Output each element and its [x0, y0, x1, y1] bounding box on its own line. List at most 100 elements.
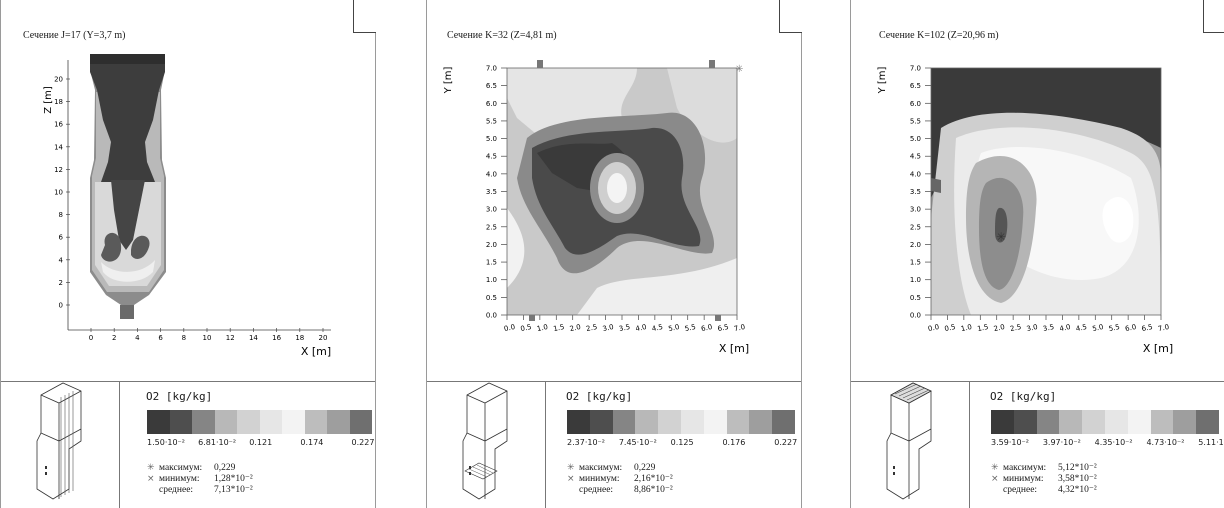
- tick-label: 6.0: [486, 100, 497, 108]
- colorbar-swatch: [304, 410, 327, 434]
- contour-field: ✳: [930, 67, 1162, 316]
- tick-label: 4.0: [910, 170, 921, 178]
- tick-label: 5.5: [1108, 323, 1121, 333]
- tick-label: 5.0: [910, 135, 921, 143]
- tick-label: 8: [182, 334, 186, 342]
- colorbar-swatch: [703, 410, 727, 434]
- tick-label: 4.5: [1075, 323, 1088, 333]
- tick-label: 7.0: [910, 65, 921, 73]
- colorbar-swatch: [680, 410, 704, 434]
- tick-label: 3.0: [910, 206, 921, 214]
- tick-label: 3.0: [1026, 323, 1039, 333]
- asterisk-icon: ✳: [567, 463, 575, 473]
- tick-label: 7.0: [486, 65, 497, 73]
- tick-label: 5.5: [486, 117, 497, 125]
- contour-field: ✳: [506, 60, 743, 321]
- variable-label: O2 [kg/kg]: [990, 390, 1057, 403]
- tick-label: 1.5: [553, 323, 566, 333]
- colorbar-tick-label: 2.37·10⁻²: [567, 438, 605, 447]
- divider: [851, 381, 1224, 382]
- colorbar-swatch: [1082, 410, 1105, 434]
- colorbar-swatch: [1150, 410, 1174, 434]
- colorbar: [147, 410, 372, 434]
- tick-label: 0.0: [910, 312, 921, 320]
- tick-label: 0.5: [944, 323, 957, 333]
- panel-section-k102: Сечение K=102 (Z=20,96 m) 0.0 0.5 1.0 1.5 2.…: [850, 0, 1224, 508]
- panel-title: Сечение K=102 (Z=20,96 m): [879, 30, 999, 41]
- cross-icon: ×: [567, 474, 575, 484]
- tick-label: 3.5: [486, 188, 497, 196]
- tick-label: 5.0: [668, 323, 681, 333]
- panel-section-k32: Сечение K=32 (Z=4,81 m) 0.0 0.5 1.0 1.5 2.0 2…: [426, 0, 802, 508]
- svg-text:✳: ✳: [996, 230, 1006, 244]
- variable-label: O2 [kg/kg]: [146, 390, 213, 403]
- colorbar-swatch: [1013, 410, 1037, 434]
- colorbar-swatch: [1059, 410, 1083, 434]
- tick-label: 0.0: [503, 323, 516, 333]
- tick-label: 12: [54, 166, 63, 174]
- colorbar-swatch: [237, 410, 260, 434]
- colorbar-swatch: [1104, 410, 1128, 434]
- colorbar-swatch: [192, 410, 215, 434]
- colorbar-tick-label: 0.227: [351, 438, 375, 447]
- tick-label: 4.5: [486, 153, 497, 161]
- colorbar-tick-label: 0.176: [722, 438, 746, 447]
- tick-label: 5.5: [910, 117, 921, 125]
- colorbar-swatch: [749, 410, 773, 434]
- tick-label: 1.5: [910, 259, 921, 267]
- tick-label: 5.0: [486, 135, 497, 143]
- tick-label: 0.5: [910, 294, 921, 302]
- colorbar-swatch: [658, 410, 681, 434]
- tick-label: 2.0: [569, 323, 582, 333]
- corner-mark: [779, 0, 802, 33]
- tick-label: 18: [295, 334, 304, 342]
- heatmap-plot: 0.00.51.01.52.02.53.03.54.04.55.05.56.06…: [877, 65, 1173, 356]
- svg-text:✳: ✳: [735, 64, 743, 75]
- colorbar-tick-label: 0.121: [249, 438, 273, 447]
- colorbar-tick-label: 0.125: [670, 438, 694, 447]
- colorbar-tick-label: 5.11·10⁻²: [1198, 438, 1224, 447]
- tick-label: 0.0: [927, 323, 940, 333]
- tick-label: 4: [135, 334, 140, 342]
- colorbar-swatch: [991, 410, 1014, 434]
- tick-label: 1.0: [960, 323, 973, 333]
- stats-block: ✳ максимум: 0,229 × минимум: 2,16*10⁻² средн…: [567, 463, 673, 495]
- heatmap-plot: 0 2 4 6 8 10 12 14 16 18 20 0 2 4 6 8 10 12 14 16 18 20 Z [m…: [43, 54, 331, 358]
- colorbar-swatch: [147, 410, 170, 434]
- stats-block: ✳ максимум: 0,229 × минимум: 1,28*10⁻² средн…: [147, 463, 253, 495]
- tick-label: 8: [59, 211, 63, 219]
- colorbar-swatch: [282, 410, 305, 434]
- tick-label: 6.5: [486, 82, 497, 90]
- tick-label: 4: [59, 256, 64, 264]
- tick-label: 6.0: [1124, 323, 1137, 333]
- tick-label: 1.0: [486, 276, 497, 284]
- tick-label: 1.5: [977, 323, 990, 333]
- tick-label: 16: [272, 334, 281, 342]
- y-axis-label: Y [m]: [443, 66, 454, 94]
- tick-label: 2: [59, 279, 63, 287]
- colorbar-swatch: [327, 410, 350, 434]
- boiler-thumbnail: [886, 381, 970, 508]
- tick-label: 1.5: [486, 259, 497, 267]
- tick-label: 14: [54, 143, 63, 151]
- x-axis-label: X [m]: [1143, 342, 1173, 355]
- colorbar-tick-label: 1.50·10⁻²: [147, 438, 185, 447]
- tick-label: 2: [112, 334, 116, 342]
- cross-icon: ×: [147, 474, 155, 484]
- colorbar-tick-label: 6.81·10⁻²: [198, 438, 237, 447]
- tick-label: 2.0: [910, 241, 921, 249]
- cross-icon: ×: [991, 474, 999, 484]
- tick-label: 2.5: [1009, 323, 1022, 333]
- tick-label: 12: [226, 334, 235, 342]
- colorbar-swatch: [635, 410, 659, 434]
- tick-label: 0: [89, 334, 93, 342]
- x-axis-label: X [m]: [301, 345, 331, 358]
- tick-label: 6.0: [910, 100, 921, 108]
- tick-label: 10: [203, 334, 212, 342]
- heatmap-plot: 0.00.51.01.52.02.53.03.54.04.55.05.56.06…: [443, 60, 749, 355]
- tick-label: 2.0: [486, 241, 497, 249]
- tick-label: 0.0: [486, 312, 497, 320]
- tick-label: 0: [59, 302, 63, 310]
- colorbar-tick-label: 4.73·10⁻²: [1146, 438, 1185, 447]
- boiler-thumbnail: [462, 381, 546, 508]
